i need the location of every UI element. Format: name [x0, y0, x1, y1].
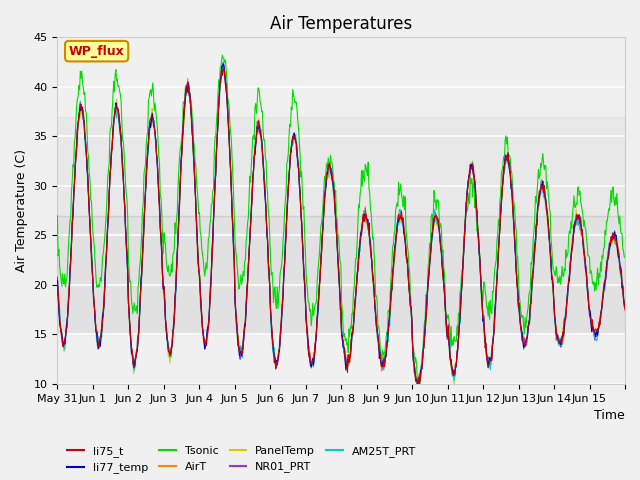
Text: WP_flux: WP_flux: [68, 45, 125, 58]
X-axis label: Time: Time: [595, 409, 625, 422]
Title: Air Temperatures: Air Temperatures: [270, 15, 412, 33]
Legend: li75_t, li77_temp, Tsonic, AirT, PanelTemp, NR01_PRT, AM25T_PRT: li75_t, li77_temp, Tsonic, AirT, PanelTe…: [63, 442, 420, 478]
Bar: [58, 117, 625, 216]
Bar: [58, 216, 625, 335]
Y-axis label: Air Temperature (C): Air Temperature (C): [15, 149, 28, 272]
